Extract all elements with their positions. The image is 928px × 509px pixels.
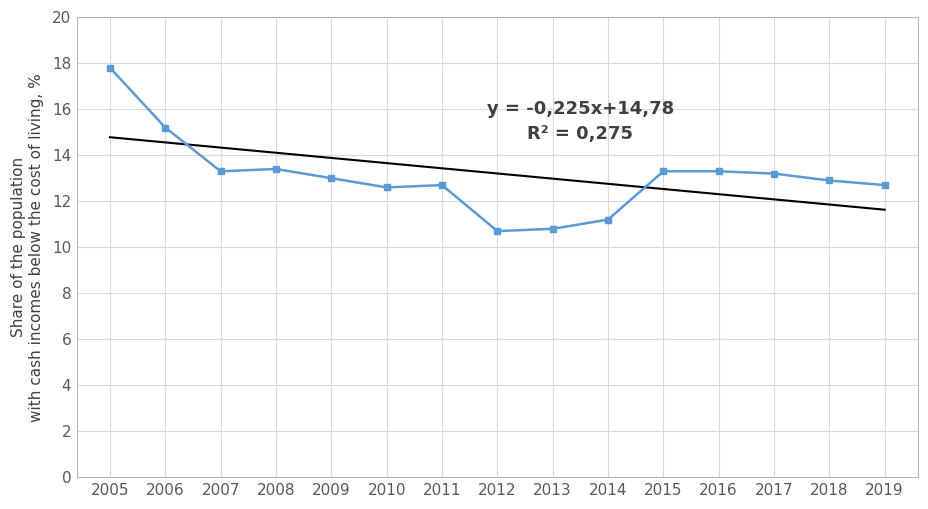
Y-axis label: Share of the population
with cash incomes below the cost of living, %: Share of the population with cash income… xyxy=(11,73,44,421)
Text: R² = 0,275: R² = 0,275 xyxy=(527,125,633,144)
Text: y = -0,225x+14,78: y = -0,225x+14,78 xyxy=(486,100,673,118)
